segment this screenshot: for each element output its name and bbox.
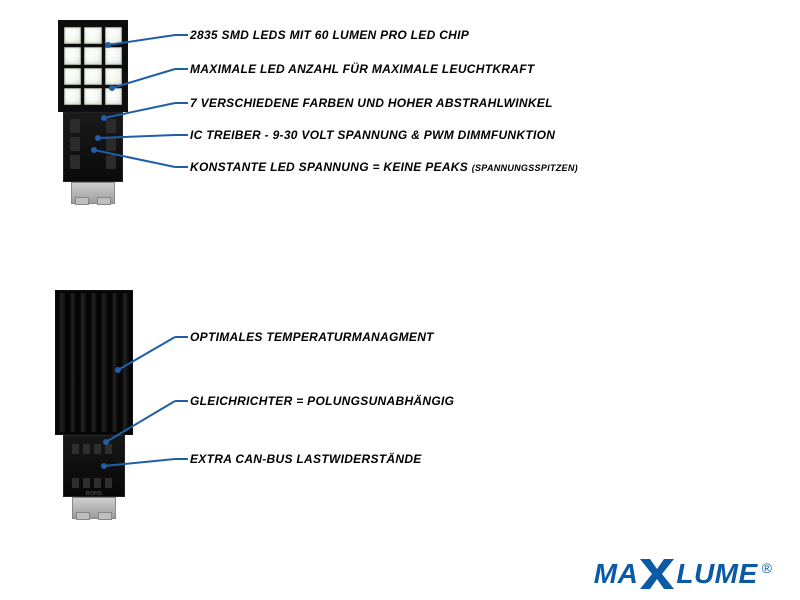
led-panel xyxy=(58,20,128,112)
callout-label: MAXIMALE LED ANZAHL FÜR MAXIMALE LEUCHTK… xyxy=(190,62,790,76)
product-top xyxy=(48,20,138,220)
pin-base-top xyxy=(71,182,115,204)
callout-label: GLEICHRICHTER = POLUNGSUNABHÄNGIG xyxy=(190,394,790,408)
brand-logo: MA LUME ® xyxy=(594,558,772,590)
callout-label: EXTRA CAN-BUS LASTWIDERSTÄNDE xyxy=(190,452,790,466)
logo-left: MA xyxy=(594,558,639,590)
callout-label: IC TREIBER - 9-30 VOLT SPANNUNG & PWM DI… xyxy=(190,128,790,142)
pcb-top xyxy=(63,112,123,182)
callout-label: 7 VERSCHIEDENE FARBEN UND HOHER ABSTRAHL… xyxy=(190,96,790,110)
heatsink xyxy=(55,290,133,435)
pcb-bottom: ROHS xyxy=(63,435,125,497)
logo-right: LUME xyxy=(676,558,757,590)
callout-label: KONSTANTE LED SPANNUNG = KEINE PEAKS (SP… xyxy=(190,160,790,174)
product-bottom: ROHS xyxy=(44,290,144,520)
callout-label: 2835 SMD LEDS MIT 60 LUMEN PRO LED CHIP xyxy=(190,28,790,42)
callout-label: OPTIMALES TEMPERATURMANAGMENT xyxy=(190,330,790,344)
pin-base-bottom xyxy=(72,497,116,519)
logo-x-icon xyxy=(640,559,674,589)
registered-icon: ® xyxy=(762,560,772,576)
